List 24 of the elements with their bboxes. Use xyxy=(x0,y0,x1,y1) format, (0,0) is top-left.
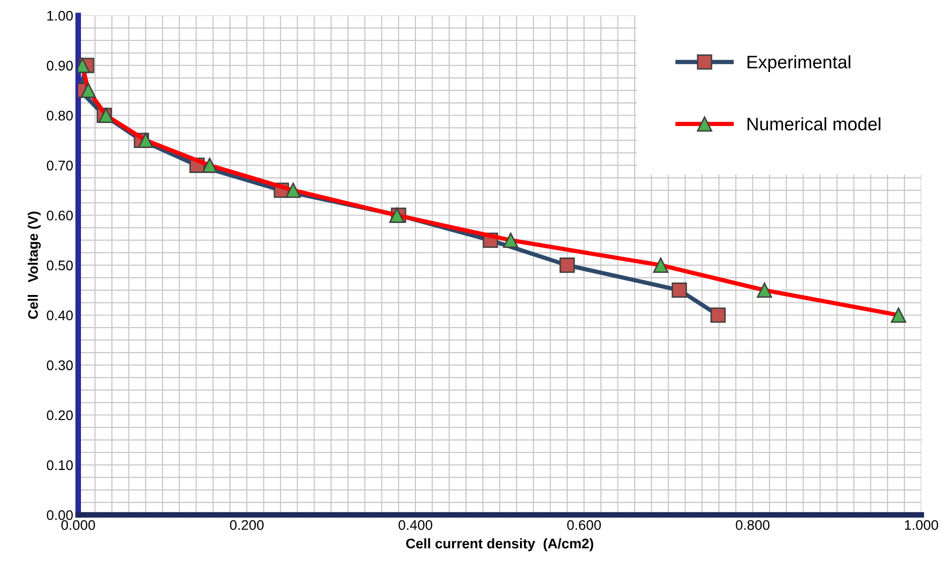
y-tick-label: 0.80 xyxy=(46,110,73,121)
legend-label: Numerical model xyxy=(748,117,880,130)
y-tick-label: 0.40 xyxy=(46,310,73,320)
y-tick-label: 1.00 xyxy=(47,10,73,21)
y-tick-label: 0.90 xyxy=(46,60,73,71)
x-tick-label: 0.000 xyxy=(61,520,96,530)
legend-label: Experimental xyxy=(748,55,850,72)
x-tick-label: 0.200 xyxy=(230,520,264,530)
y-tick-label: 0.70 xyxy=(46,160,73,170)
x-tick-label: 1.000 xyxy=(904,520,938,530)
y-tick-label: 0.20 xyxy=(46,410,73,420)
x-tick-label: 0.600 xyxy=(567,520,601,530)
y-tick-label: 0.00 xyxy=(46,510,73,520)
y-tick-label: 0.50 xyxy=(46,260,73,270)
point xyxy=(560,258,575,273)
y-tick-label: 0.60 xyxy=(46,210,73,220)
x-axis-title: Cell current density (A/cm2) xyxy=(406,538,594,552)
y-tick-label: 0.10 xyxy=(46,460,73,470)
point xyxy=(672,282,687,298)
y-axis-title: Cell Voltage (V) xyxy=(28,212,41,319)
x-tick-label: 0.400 xyxy=(398,520,432,530)
x-tick-label: 0.800 xyxy=(736,520,770,530)
point xyxy=(710,307,726,323)
y-tick-label: 0.30 xyxy=(46,360,73,370)
